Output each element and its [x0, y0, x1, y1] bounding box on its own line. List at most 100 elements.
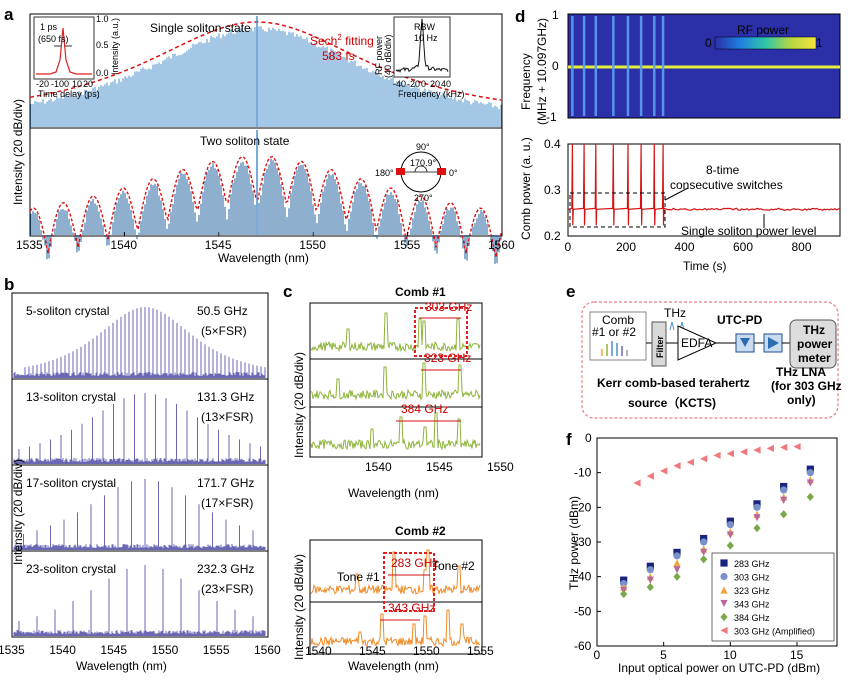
filter-box [651, 321, 667, 367]
filter-label: Filter [655, 335, 665, 358]
c2-xtick-label: 1545 [359, 644, 386, 658]
thz-power-xlabel: Input optical power on UTC-PD (dBm) [618, 661, 820, 675]
f-xtick-label: 10 [723, 648, 737, 662]
colorbar-max: 1 [816, 36, 823, 50]
comb2-highlight-box [383, 552, 435, 612]
data-point [700, 548, 708, 556]
data-point [753, 446, 761, 454]
polar-angle-arc [414, 165, 428, 173]
legend-entries: 283 GHz 303 GHz 323 GHz 343 GHz 384 GHz 303 G… [720, 559, 815, 637]
a-xtick-label: 1555 [394, 238, 421, 252]
heat-ylabel-1: Frequency [519, 53, 533, 110]
rf-inset [393, 16, 451, 78]
b-row-fsr: (13×FSR) [201, 410, 253, 424]
spacing-label: 283 GHz [391, 556, 438, 570]
panel-label-e: e [566, 282, 575, 301]
comb2-xlabel: Wavelength (nm) [348, 659, 439, 673]
polar-soliton-0 [437, 168, 446, 175]
data-point [793, 443, 801, 451]
panel-f-ticks: 0-10-20-30-40-50-600 5 10 15 [574, 431, 804, 662]
b-row-fsr: (23×FSR) [201, 582, 253, 596]
legend-label: 343 GHz [734, 600, 770, 610]
data-point [620, 589, 628, 599]
legend-marker [720, 559, 728, 567]
d-xtick-label: 600 [733, 240, 753, 254]
data-point [780, 496, 788, 504]
data-point [780, 443, 788, 451]
autocorrelation-trace [36, 27, 92, 75]
legend-label: 283 GHz [734, 559, 770, 569]
comb-power-line [567, 143, 841, 226]
c-row-frame [309, 358, 483, 408]
polar-angle: 170.9° [410, 158, 437, 168]
switch-box [569, 192, 666, 228]
colorbar-label: RF power [737, 23, 789, 37]
rf-xtick-4: 20 [430, 79, 440, 89]
tone1-label: Tone #1 [337, 570, 380, 584]
polar-soliton-180 [396, 168, 405, 175]
polar-180: 180° [375, 168, 394, 178]
f-ytick-label: 0 [585, 431, 592, 445]
f-ytick-label: -60 [574, 639, 592, 653]
panel-b: 5-soliton crystal 50.5 GHz (5×FSR) 13-solit… [0, 292, 281, 673]
panel-d-ticks: 0.2 0.3 0.4 0 200 400 600 800 [544, 137, 812, 254]
thz-power-ylabel: THz power (dBm) [567, 496, 581, 590]
c-row-frame [309, 601, 483, 655]
b-row-name: 23-soliton crystal [26, 562, 116, 576]
data-point [726, 531, 734, 539]
b-row-name: 13-soliton crystal [26, 390, 116, 404]
a-xtick-label: 1540 [110, 238, 137, 252]
data-point [700, 455, 708, 463]
c-spectrum-trace [310, 609, 481, 648]
panel-a-bottom-frame [29, 127, 503, 237]
ac-xlabel: Time delay (ps) [38, 89, 100, 99]
b-row-name: 17-soliton crystal [26, 476, 116, 490]
b-row-fsr: (17×FSR) [201, 496, 253, 510]
panel-e: Comb #1 or #2 Filter THz EDFA UTC-PD THz… [581, 301, 842, 419]
data-point [633, 479, 641, 487]
spacing-label: 303 GHz [425, 300, 472, 314]
d-xtick-label: 200 [616, 240, 636, 254]
panel-a-xlabel: Wavelength (nm) [218, 251, 309, 265]
c1-xtick-label: 1550 [487, 460, 514, 474]
data-point [646, 566, 654, 574]
lna-amplifier-icon [768, 337, 779, 349]
b-xtick-label: 1560 [254, 643, 281, 657]
b-xtick-label: 1545 [100, 643, 127, 657]
d-xtick-label: 800 [791, 240, 811, 254]
data-point [646, 576, 654, 584]
switch-ann-2: consecutive switches [670, 178, 783, 192]
single-soliton-title: Single soliton state [150, 21, 251, 35]
comb-label-1: Comb [602, 313, 634, 327]
lna-label-2: (for 303 GHz [771, 379, 842, 393]
sech-width-label: 583 fs [322, 49, 355, 63]
c-row-frame [309, 406, 483, 458]
spacing-label: 384 GHz [401, 402, 448, 416]
autocorrelation-inset [33, 16, 95, 80]
ac-xtick-5: 20 [83, 79, 93, 89]
ac-ylabel: Intensity (a.u.) [110, 18, 120, 75]
f-ytick-label: -20 [574, 500, 592, 514]
panel-a: Single soliton state Sech2 fitting 583 f… [11, 13, 515, 265]
tone2-label: Tone #2 [432, 559, 475, 573]
data-point [646, 472, 654, 480]
two-soliton-fit [29, 155, 503, 258]
panel-a-ylabel: Intensity (20 dB/div) [11, 99, 25, 205]
rf-ylabel-1: RF power [374, 36, 384, 75]
ac-xtick-4: 10 [72, 79, 82, 89]
panel-b-spectra: 5-soliton crystal 50.5 GHz (5×FSR) 13-solit… [11, 292, 269, 638]
legend-label: 384 GHz [734, 613, 770, 623]
heat-ylabel-2: (MHz + 10.097GHz) [535, 18, 549, 125]
thz-label: THz [664, 306, 686, 320]
comb1-spectra: 303 GHz 323 GHz 384 GHz [309, 300, 483, 458]
legend-label: 303 GHz (Amplified) [734, 627, 815, 637]
single-soliton-lines [30, 26, 502, 127]
legend-marker [720, 572, 728, 581]
colorbar [714, 36, 817, 50]
data-point [673, 552, 681, 560]
comb2-ylabel: Intensity (20 dB/div) [292, 554, 306, 660]
data-point [806, 469, 814, 477]
a-xtick-label: 1550 [299, 238, 326, 252]
spacing-label: 343 GHz [388, 601, 435, 615]
